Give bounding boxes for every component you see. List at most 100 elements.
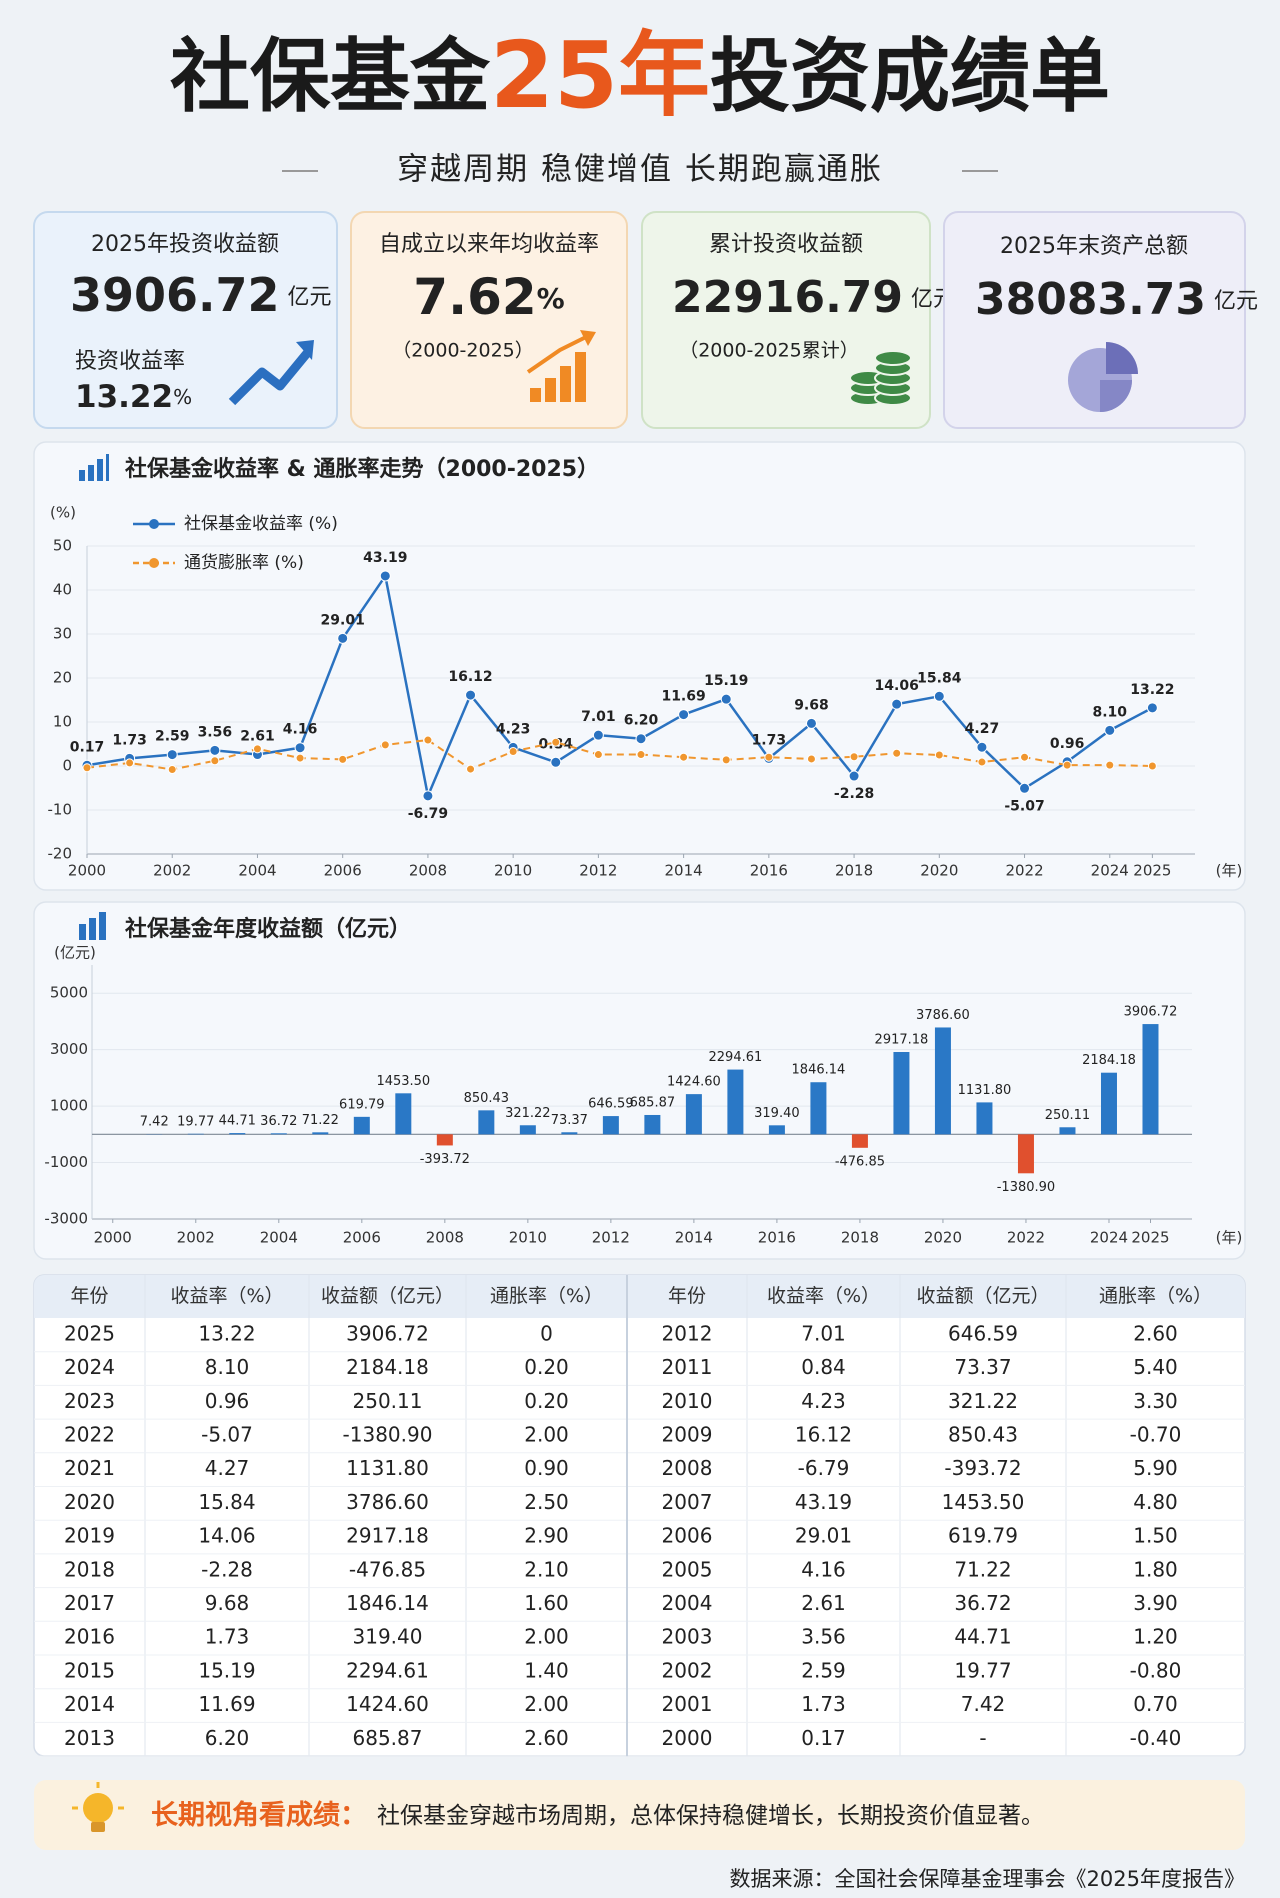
y-tick-label: -1000 xyxy=(44,1153,88,1171)
point xyxy=(593,750,603,760)
table-cell: 43.19 xyxy=(795,1490,852,1514)
x-tick-label: 2006 xyxy=(324,862,362,880)
data-label: 319.40 xyxy=(754,1106,800,1121)
table-cell: 0.90 xyxy=(524,1456,569,1480)
table-cell: 319.40 xyxy=(353,1625,423,1649)
data-label: 3786.60 xyxy=(916,1008,970,1023)
table-cell: 2007 xyxy=(662,1490,713,1514)
point xyxy=(125,758,135,768)
table-cell: 7.42 xyxy=(961,1692,1006,1716)
bar xyxy=(436,1134,453,1146)
table-cell: 2010 xyxy=(662,1389,713,1413)
bar xyxy=(1017,1134,1034,1174)
table-cell: 1453.50 xyxy=(942,1490,1025,1514)
bar xyxy=(478,1110,495,1135)
table-cell: 2016 xyxy=(64,1625,115,1649)
y-tick-label: -3000 xyxy=(44,1210,88,1228)
point xyxy=(82,763,92,773)
x-tick-label: 2018 xyxy=(835,862,873,880)
data-label: 11.69 xyxy=(661,689,705,705)
table-cell: 3906.72 xyxy=(346,1321,429,1345)
point xyxy=(721,755,731,765)
point xyxy=(337,632,349,644)
bar xyxy=(353,1116,370,1135)
y-tick-label: 5000 xyxy=(50,984,88,1002)
chart-title: 社保基金年度收益额（亿元） xyxy=(125,916,411,942)
data-label: 73.37 xyxy=(551,1113,588,1128)
data-label: 321.22 xyxy=(505,1106,551,1121)
trend-icon xyxy=(228,340,314,406)
x-tick-label: 2022 xyxy=(1007,1229,1045,1247)
table-cell: 2294.61 xyxy=(346,1658,429,1682)
table-cell: 36.72 xyxy=(954,1591,1011,1615)
table-cell: 1131.80 xyxy=(346,1456,429,1480)
table-cell: 4.16 xyxy=(801,1557,846,1581)
point xyxy=(380,740,390,750)
data-label: 2.59 xyxy=(155,729,190,745)
bars-icon xyxy=(526,330,596,402)
table-cell: 2003 xyxy=(662,1625,713,1649)
tip-title: 长期视角看成绩： xyxy=(151,1799,367,1831)
bar xyxy=(810,1082,827,1135)
series-line xyxy=(86,739,1153,771)
x-axis-label: (年) xyxy=(1216,1229,1243,1247)
table-cell: 2023 xyxy=(64,1389,115,1413)
table-cell: 14.06 xyxy=(198,1524,255,1548)
table-cell: 0.17 xyxy=(801,1726,846,1750)
table-cell: 2014 xyxy=(64,1692,115,1716)
point xyxy=(679,752,689,762)
data-label: 71.22 xyxy=(302,1113,339,1128)
data-label: 8.10 xyxy=(1092,704,1127,720)
table-cell: 4.80 xyxy=(1133,1490,1178,1514)
table-header: 收益率（%） xyxy=(170,1285,283,1307)
table-cell: 2019 xyxy=(64,1524,115,1548)
data-label: 44.71 xyxy=(219,1114,256,1129)
bulb-icon xyxy=(72,1782,124,1832)
data-label: 16.12 xyxy=(448,669,492,685)
pie-icon xyxy=(1068,342,1138,412)
y-tick-label: 1000 xyxy=(50,1097,88,1115)
data-label: 646.59 xyxy=(588,1097,634,1112)
data-label: 1131.80 xyxy=(958,1083,1012,1098)
point xyxy=(294,742,306,754)
card-value: 3906.72 亿元 xyxy=(70,268,332,322)
x-tick-label: 2010 xyxy=(509,1229,547,1247)
data-label: 14.06 xyxy=(875,678,919,694)
point xyxy=(210,756,220,766)
data-label: 1424.60 xyxy=(667,1075,721,1090)
data-label: -2.28 xyxy=(834,786,874,802)
data-label: 3906.72 xyxy=(1124,1005,1178,1020)
table-cell: -393.72 xyxy=(944,1456,1021,1480)
table-cell: 2011 xyxy=(662,1355,713,1379)
point xyxy=(1062,760,1072,770)
table-cell: -0.40 xyxy=(1130,1726,1182,1750)
bar xyxy=(187,1133,204,1135)
value: 22916.79 xyxy=(672,272,903,323)
table-cell: 1.40 xyxy=(524,1658,569,1682)
data-label: 15.19 xyxy=(704,673,748,689)
data-label: 29.01 xyxy=(321,612,365,628)
chart-panel xyxy=(33,441,1246,891)
table-cell: 1846.14 xyxy=(346,1591,429,1615)
data-label: 1.73 xyxy=(112,732,147,748)
table-cell: 19.77 xyxy=(954,1658,1011,1682)
point xyxy=(423,735,433,745)
table-header: 年份 xyxy=(668,1285,706,1307)
bar xyxy=(644,1114,661,1135)
table-cell: 1.80 xyxy=(1133,1557,1178,1581)
table-cell: 0.20 xyxy=(524,1355,569,1379)
table-frame xyxy=(33,1274,1246,1757)
table-cell: 44.71 xyxy=(954,1625,1011,1649)
data-label: 1453.50 xyxy=(376,1074,430,1089)
point xyxy=(422,790,434,802)
point xyxy=(1147,761,1157,771)
value: 7.62 xyxy=(413,268,536,326)
table-cell: 9.68 xyxy=(205,1591,250,1615)
point xyxy=(892,748,902,758)
table-cell: 3.56 xyxy=(801,1625,846,1649)
point xyxy=(295,753,305,763)
y-tick-label: -20 xyxy=(48,845,73,863)
table-cell: -5.07 xyxy=(201,1422,253,1446)
point xyxy=(678,709,690,721)
x-tick-label: 2008 xyxy=(426,1229,464,1247)
